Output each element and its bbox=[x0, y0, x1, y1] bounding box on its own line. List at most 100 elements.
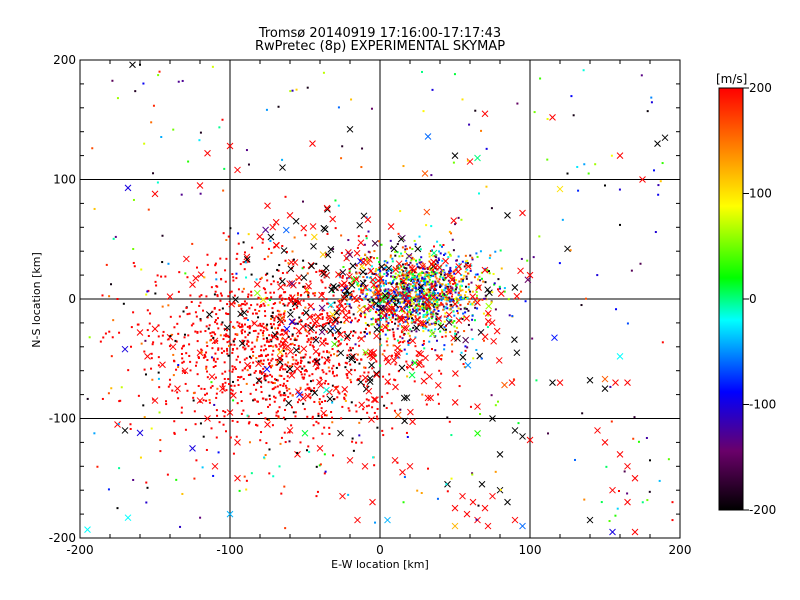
data-point-dot bbox=[210, 427, 213, 430]
data-point-dot bbox=[215, 392, 218, 395]
data-point-dot bbox=[428, 252, 431, 255]
data-point-dot bbox=[274, 396, 277, 399]
data-point-dot bbox=[409, 292, 412, 295]
data-point-dot bbox=[390, 313, 393, 316]
data-point-dot bbox=[388, 373, 391, 376]
data-point-x bbox=[368, 416, 375, 423]
data-point-dot bbox=[393, 299, 396, 302]
data-point-dot bbox=[327, 382, 330, 385]
data-point-dot bbox=[439, 275, 442, 278]
data-point-x bbox=[189, 281, 196, 289]
data-point-x bbox=[384, 358, 392, 366]
data-point-dot bbox=[322, 395, 325, 398]
data-point-dot bbox=[208, 401, 211, 404]
data-point-dot bbox=[354, 331, 357, 334]
data-point-dot bbox=[335, 374, 338, 377]
data-point-dot bbox=[171, 389, 174, 392]
data-point-dot bbox=[384, 268, 387, 271]
data-point-x bbox=[661, 134, 669, 142]
data-point-dot bbox=[414, 336, 417, 339]
data-point-dot bbox=[378, 273, 381, 276]
data-point-dot bbox=[344, 303, 347, 306]
data-point-x bbox=[373, 371, 381, 379]
data-point-dot bbox=[455, 279, 458, 282]
data-point-x bbox=[383, 354, 391, 362]
data-point-dot bbox=[402, 283, 405, 286]
data-point-dot bbox=[434, 280, 437, 283]
data-point-dot bbox=[237, 355, 240, 358]
data-point-dot bbox=[658, 479, 661, 482]
data-point-dot bbox=[173, 326, 176, 329]
data-point-dot bbox=[314, 368, 317, 371]
data-point-dot bbox=[453, 314, 456, 317]
data-point-dot bbox=[377, 317, 380, 320]
data-point-dot bbox=[266, 297, 269, 300]
data-point-dot bbox=[453, 325, 456, 328]
data-point-dot bbox=[380, 325, 383, 328]
data-point-dot bbox=[365, 272, 368, 275]
data-point-dot bbox=[297, 344, 300, 347]
data-point-dot bbox=[437, 402, 440, 405]
data-point-dot bbox=[645, 436, 648, 439]
data-point-x bbox=[409, 337, 417, 345]
data-point-dot bbox=[245, 357, 248, 360]
data-point-x bbox=[323, 271, 331, 279]
data-point-dot bbox=[253, 345, 256, 348]
data-point-dot bbox=[408, 283, 411, 286]
data-point-dot bbox=[423, 325, 426, 328]
data-point-dot bbox=[407, 278, 410, 281]
data-point-dot bbox=[385, 271, 388, 274]
data-point-dot bbox=[161, 261, 164, 264]
data-point-dot bbox=[244, 336, 247, 339]
data-point-dot bbox=[372, 456, 375, 459]
data-point-x bbox=[348, 355, 355, 363]
data-point-dot bbox=[434, 328, 437, 331]
data-point-dot bbox=[217, 451, 220, 454]
data-point-dot bbox=[398, 263, 401, 266]
data-point-x bbox=[639, 176, 646, 183]
data-point-dot bbox=[266, 328, 269, 331]
data-point-dot bbox=[406, 270, 409, 273]
data-point-dot bbox=[250, 294, 253, 297]
data-point-dot bbox=[257, 324, 260, 327]
data-point-x bbox=[474, 299, 481, 306]
data-point-dot bbox=[276, 327, 279, 330]
data-point-dot bbox=[407, 343, 410, 346]
data-point-dot bbox=[435, 277, 438, 280]
data-point-dot bbox=[394, 379, 397, 382]
data-point-dot bbox=[411, 276, 414, 279]
data-point-dot bbox=[374, 318, 377, 321]
data-point-dot bbox=[409, 315, 412, 318]
data-point-dot bbox=[303, 369, 306, 372]
data-point-dot bbox=[181, 361, 184, 364]
data-point-x bbox=[353, 249, 361, 257]
data-point-dot bbox=[414, 282, 417, 285]
data-point-dot bbox=[430, 285, 433, 288]
data-point-dot bbox=[236, 347, 239, 350]
data-point-dot bbox=[380, 328, 383, 331]
data-point-dot bbox=[304, 325, 307, 328]
data-point-dot bbox=[263, 304, 266, 307]
data-point-dot bbox=[411, 311, 414, 314]
data-point-x bbox=[293, 346, 300, 354]
data-point-dot bbox=[406, 247, 409, 250]
data-point-dot bbox=[150, 352, 153, 355]
data-point-dot bbox=[222, 423, 225, 426]
data-point-dot bbox=[317, 363, 320, 366]
data-point-dot bbox=[383, 404, 386, 407]
data-point-dot bbox=[267, 340, 270, 343]
data-point-dot bbox=[270, 381, 273, 384]
data-point-dot bbox=[364, 327, 367, 330]
data-point-dot bbox=[398, 275, 401, 278]
data-point-dot bbox=[498, 285, 501, 288]
data-point-dot bbox=[437, 320, 440, 323]
data-point-dot bbox=[417, 313, 420, 316]
data-point-dot bbox=[374, 270, 377, 273]
data-point-dot bbox=[321, 316, 324, 319]
data-point-x bbox=[390, 245, 398, 253]
data-point-dot bbox=[180, 352, 183, 355]
data-point-x bbox=[385, 264, 393, 272]
data-point-x bbox=[549, 114, 556, 121]
data-point-dot bbox=[281, 333, 284, 336]
data-point-dot bbox=[236, 379, 239, 382]
